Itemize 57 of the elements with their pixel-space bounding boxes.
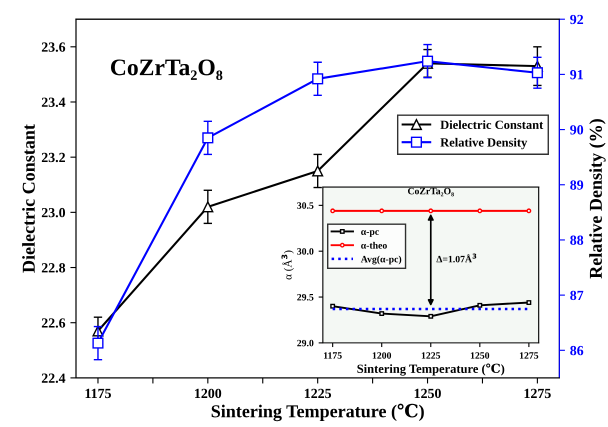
point: [312, 165, 324, 177]
point: [202, 201, 214, 212]
x-tick-label: 1225: [422, 352, 440, 359]
y2-tick-label: 88: [570, 236, 584, 245]
point: [532, 67, 543, 78]
y2-tick-label: 90: [570, 125, 584, 135]
x-tick-label: 1250: [414, 388, 441, 398]
legend-label: Dielectric Constant: [440, 120, 544, 130]
annotation: Δ=1.07Å$^{3}$: [436, 254, 476, 262]
x-tick-label: 1225: [304, 388, 332, 398]
y-axis-title: α (Å$^{3}$): [281, 250, 294, 280]
x-tick-label: 1175: [86, 388, 111, 398]
y-tick-label: 22.4: [42, 374, 66, 383]
x-axis-title: Sintering Temperature (℃): [357, 364, 504, 376]
point: [477, 208, 482, 214]
point: [330, 208, 336, 214]
x-tick-label: 1275: [520, 352, 538, 359]
y2-tick-label: 89: [570, 180, 584, 190]
point: [526, 208, 532, 214]
point: [379, 208, 384, 214]
point: [379, 311, 384, 316]
y-axis-title: Dielectric Constant: [22, 124, 35, 273]
y2-tick-label: 91: [570, 70, 583, 80]
point: [428, 314, 434, 319]
legend-label: Relative Density: [440, 138, 528, 150]
x-tick-label: 1250: [470, 352, 490, 359]
y2-tick-label: 86: [570, 346, 584, 356]
y-tick-label: 23.0: [42, 208, 66, 218]
y-tick-label: 30.5: [297, 202, 314, 209]
chart-title: CoZrTa₂O₈: [408, 188, 454, 196]
point: [202, 132, 214, 144]
y-tick-label: 22.6: [42, 318, 66, 328]
legend-label: α-pc: [361, 230, 379, 237]
point: [312, 73, 324, 84]
y-tick-label: 29.5: [297, 294, 314, 301]
point: [92, 338, 104, 349]
x-tick-label: 1275: [524, 388, 551, 398]
x-tick-label: 1200: [372, 352, 392, 359]
y-tick-label: 29.0: [297, 340, 314, 346]
x-axis-title: Sintering Temperature (℃): [212, 404, 424, 422]
y2-axis-title: Relative Density (%): [589, 119, 606, 278]
x-tick-label: 1200: [195, 388, 222, 398]
point: [428, 208, 434, 214]
annotation: CoZrTa₂O₈: [110, 59, 222, 80]
point: [477, 302, 482, 308]
y-tick-label: 23.6: [42, 42, 66, 52]
y-tick-label: 23.4: [42, 98, 66, 108]
y2-tick-label: 92: [570, 14, 584, 24]
y-tick-label: 23.2: [42, 152, 65, 162]
legend-label: Avg(α-pc): [360, 256, 402, 264]
x-tick-label: 1175: [324, 352, 342, 359]
point: [526, 300, 532, 305]
y2-tick-label: 87: [570, 290, 584, 300]
legend-label: α-theo: [361, 242, 387, 249]
y-tick-label: 22.8: [42, 263, 66, 273]
y-tick-label: 30.0: [297, 248, 314, 255]
point: [330, 304, 336, 309]
